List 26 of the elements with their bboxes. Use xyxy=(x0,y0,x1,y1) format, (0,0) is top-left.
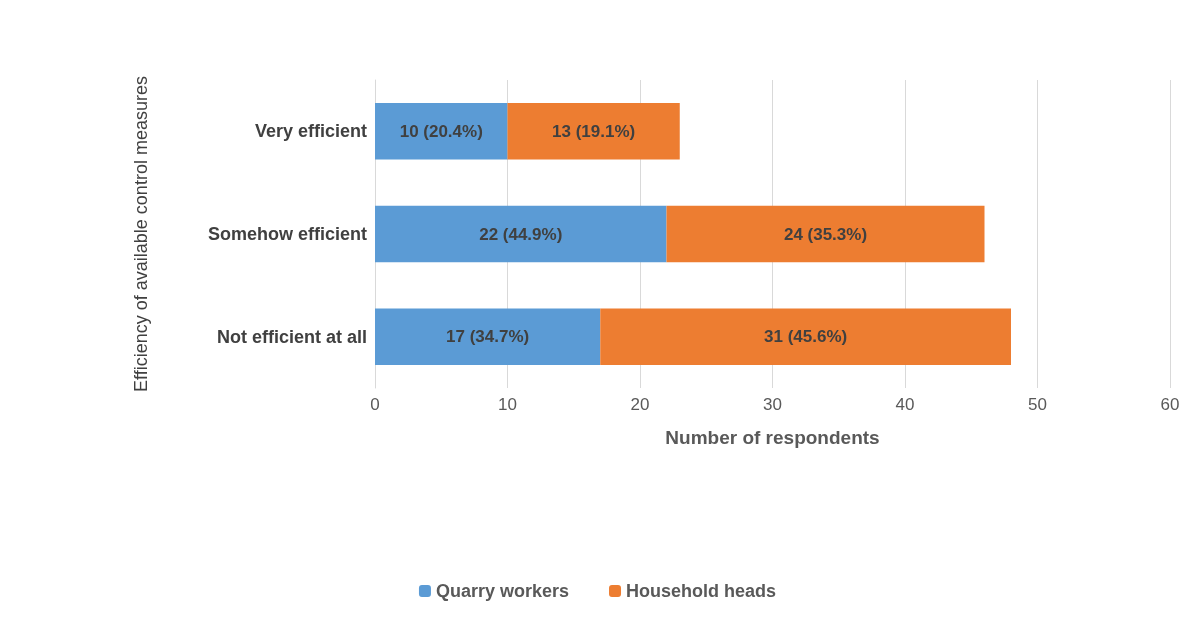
x-tick-label: 10 xyxy=(498,395,517,414)
bar xyxy=(600,308,1011,365)
data-label: 13 (19.1%) xyxy=(552,121,636,141)
x-tick-label: 50 xyxy=(1028,395,1047,414)
x-tick-label: 40 xyxy=(895,395,915,414)
bar xyxy=(666,205,985,263)
y-tick-label: Somehow efficient xyxy=(207,224,367,244)
data-label: 22 (44.9%) xyxy=(479,224,563,244)
data-label: 31 (45.6%) xyxy=(764,327,848,347)
x-tick-label: 60 xyxy=(1160,395,1180,414)
bar xyxy=(507,103,680,160)
x-tick-label: 20 xyxy=(630,395,650,414)
data-label: 17 (34.7%) xyxy=(446,327,530,347)
x-tick-label: 0 xyxy=(370,395,380,414)
bar xyxy=(375,103,508,160)
y-axis-title: Efficiency of available control measures xyxy=(131,76,151,392)
legend-label: Quarry workers xyxy=(435,581,570,601)
data-label: 10 (20.4%) xyxy=(399,121,483,141)
data-label: 24 (35.3%) xyxy=(783,224,868,244)
bar xyxy=(375,205,667,263)
x-tick-label: 30 xyxy=(763,395,782,414)
legend-label: Household heads xyxy=(626,581,777,601)
x-axis-title: Number of respondents xyxy=(665,427,880,448)
bar xyxy=(375,308,601,365)
y-tick-label: Very efficient xyxy=(254,121,367,142)
y-tick-label: Not efficient at all xyxy=(216,326,367,347)
